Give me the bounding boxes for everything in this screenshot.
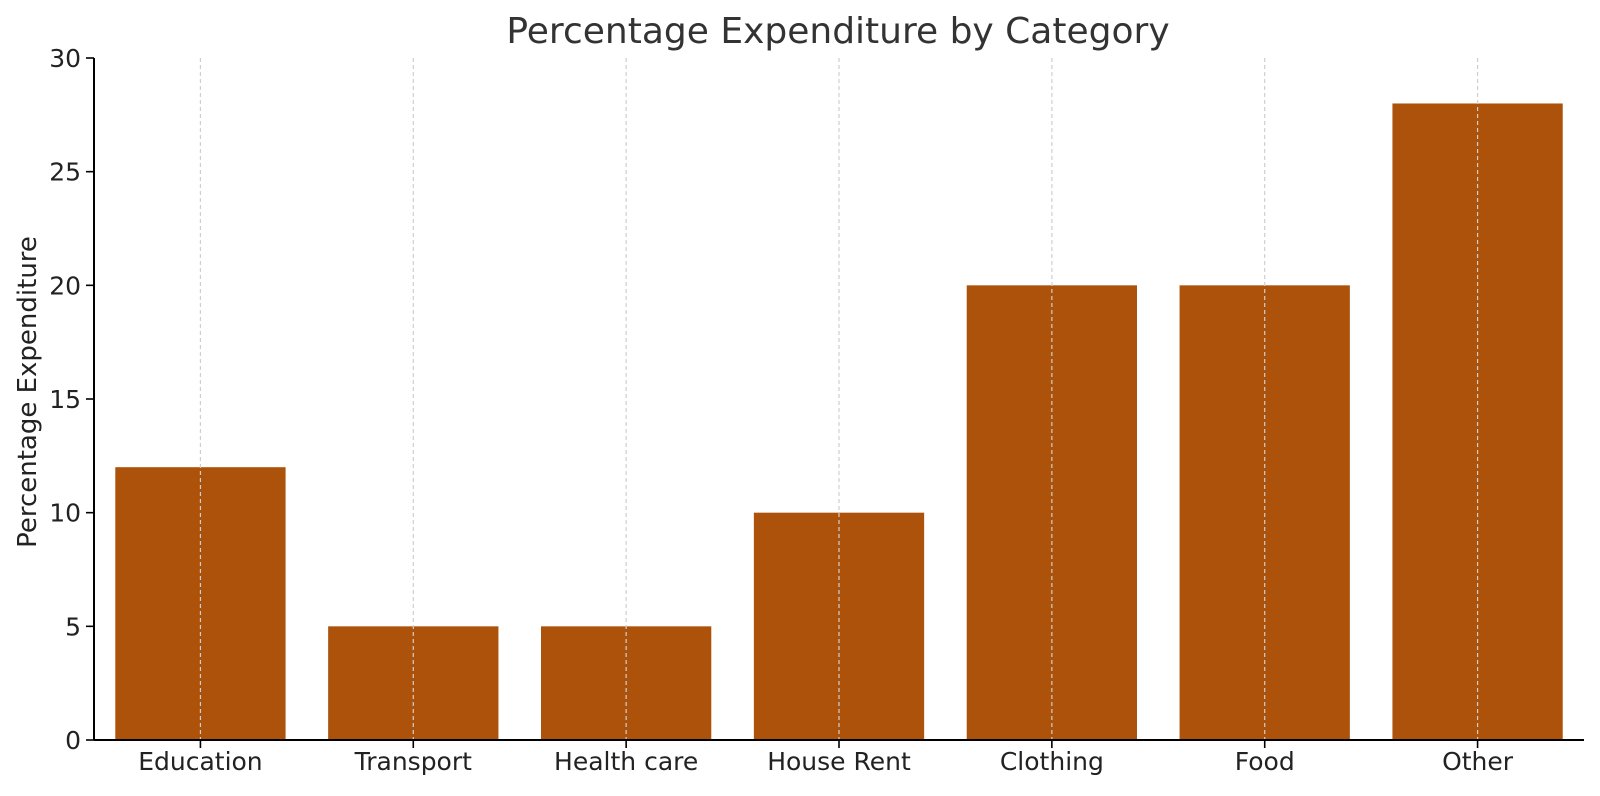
chart-title: Percentage Expenditure by Category (506, 11, 1169, 52)
x-tick-label: Food (1235, 747, 1295, 776)
x-tick-label: House Rent (767, 747, 911, 776)
x-tick-label: Transport (354, 747, 473, 776)
y-tick-label: 30 (49, 44, 81, 73)
y-tick-label: 0 (65, 726, 81, 755)
x-tick-label: Other (1442, 747, 1514, 776)
bars (115, 103, 1563, 741)
y-tick-label: 10 (49, 499, 81, 528)
y-axis-label: Percentage Expenditure (13, 236, 43, 548)
gridlines-overlay (199, 58, 1479, 740)
x-tick-label: Education (138, 747, 262, 776)
y-tick-label: 5 (65, 612, 81, 641)
y-tick-label: 20 (49, 271, 81, 300)
x-tick-label: Clothing (1000, 747, 1104, 776)
bar-education (115, 467, 286, 740)
x-tick-label: Health care (554, 747, 698, 776)
y-tick-label: 15 (49, 385, 81, 414)
x-axis-ticks: Education Transport Health care House Rent C… (138, 740, 1514, 776)
y-axis-ticks: 0 5 10 15 20 25 30 (49, 44, 94, 755)
y-tick-label: 25 (49, 158, 81, 187)
